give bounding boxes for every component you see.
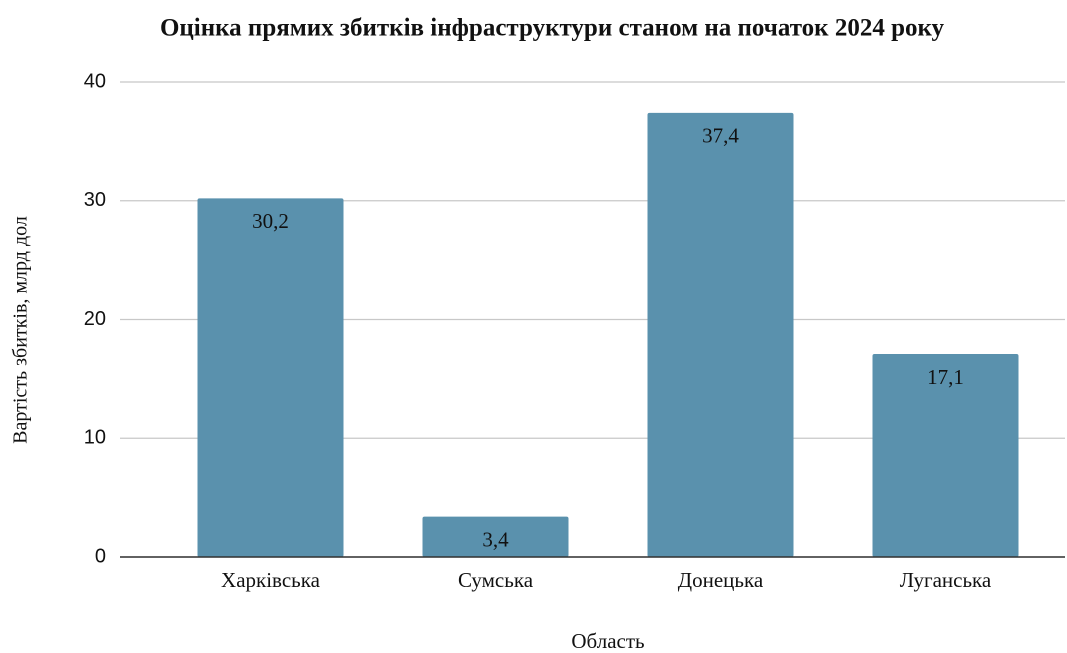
y-tick-label: 20 xyxy=(84,308,106,330)
y-tick-label: 10 xyxy=(84,427,106,449)
y-axis-label: Вартість збитків, млрд дол xyxy=(10,216,32,444)
data-label: 37,4 xyxy=(702,124,739,148)
y-tick-label: 40 xyxy=(84,70,106,92)
data-label: 30,2 xyxy=(252,209,289,233)
x-tick-label: Сумська xyxy=(458,568,534,592)
x-tick-label: Донецька xyxy=(678,568,764,592)
y-tick-label: 0 xyxy=(95,545,106,567)
chart-title: Оцінка прямих збитків інфраструктури ста… xyxy=(160,15,945,42)
data-label: 3,4 xyxy=(482,527,509,551)
bar xyxy=(647,112,794,557)
bar xyxy=(197,198,344,557)
x-axis-label: Область xyxy=(571,629,644,653)
bar xyxy=(422,516,569,557)
y-tick-label: 30 xyxy=(84,189,106,211)
data-label: 17,1 xyxy=(927,365,964,389)
bar xyxy=(872,353,1019,557)
x-tick-label: Луганська xyxy=(900,568,992,592)
x-tick-label: Харківська xyxy=(221,568,321,592)
